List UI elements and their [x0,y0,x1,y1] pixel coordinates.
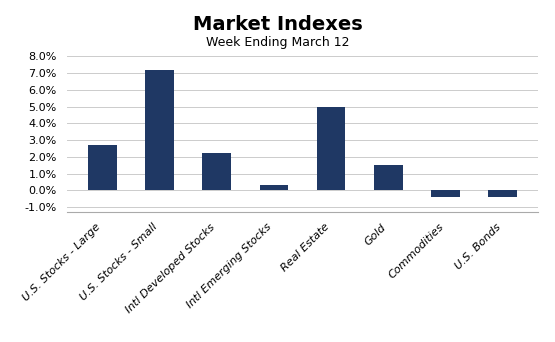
Bar [431,190,460,197]
Bar [374,165,402,190]
Bar [317,106,345,190]
Bar [88,145,117,190]
Bar [145,70,174,190]
Text: Week Ending March 12: Week Ending March 12 [206,36,349,49]
Bar [488,190,517,197]
Bar [203,154,231,190]
Text: Market Indexes: Market Indexes [193,15,362,35]
Bar [260,185,288,190]
